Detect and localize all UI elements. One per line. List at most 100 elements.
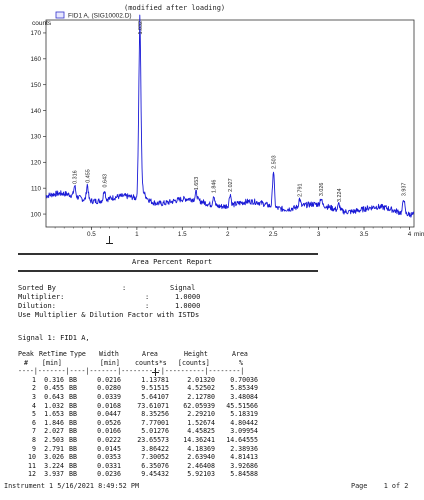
table-cell: 0.643 (44, 392, 64, 401)
y-tick-label: 160 (30, 56, 41, 63)
y-tick-label: 120 (30, 160, 41, 167)
peak-label: 3.026 (319, 183, 325, 197)
table-cell: 5.01276 (141, 427, 169, 436)
peak-label: 3.224 (337, 188, 343, 202)
table-cell: 9.45432 (141, 470, 169, 479)
table-cell: 3.86422 (141, 444, 169, 453)
table-row: 1 0.316 BB 0.0216 1.13781 2.01320 0.70036 (18, 375, 258, 385)
table-cell: 4 (32, 401, 36, 410)
table-row: 7 2.027 BB 0.0166 5.01276 4.45825 3.09954 (18, 427, 258, 436)
peak-label: 2.503 (271, 155, 277, 169)
sorted-by-label: Sorted By (18, 284, 56, 292)
table-header-row-2: # [min] [min] counts*s [counts] % (18, 358, 243, 368)
table-cell: 7.77001 (141, 418, 169, 427)
table-cell: 6.35076 (141, 461, 169, 470)
x-tick-label: 1 (135, 231, 139, 238)
table-cell: BB (69, 401, 77, 410)
x-tick-label: 1.5 (178, 231, 187, 238)
signal-line: Signal 1: FID1 A, (18, 334, 90, 342)
table-cell: BB (69, 453, 77, 462)
table-cell: 14.36241 (183, 435, 215, 444)
y-tick-label: 140 (30, 108, 41, 115)
istd-note: Use Multiplier & Dilution Factor with IS… (18, 311, 200, 319)
table-cell: BB (69, 392, 77, 401)
col-area-header: Area (142, 350, 158, 358)
peak-label: 1.846 (212, 180, 218, 194)
table-row: 12 3.937 BB 0.0236 9.45432 5.92103 5.84588 (18, 470, 258, 479)
area-percent-table: Peak RetTime Type Width Area Height Area… (18, 350, 258, 479)
text-cursor-icon (152, 368, 159, 376)
table-cell: 9.51515 (141, 384, 169, 393)
table-cell: 0.0331 (97, 461, 121, 470)
table-cell: BB (69, 427, 77, 436)
table-cell: 2.791 (44, 444, 64, 453)
table-cell: 3.026 (44, 453, 64, 462)
peak-label: 3.937 (402, 183, 408, 197)
table-row: 8 2.503 BB 0.0222 23.65573 14.36241 14.64555 (18, 436, 258, 445)
col-rettime-header: RetTime (39, 350, 67, 358)
table-cell: 4.45825 (187, 427, 215, 436)
table-cell: 0.316 (44, 375, 64, 384)
table-cell: 5.92103 (187, 470, 215, 479)
table-cell: BB (69, 461, 77, 470)
table-row: 2 0.455 BB 0.0280 9.51515 4.52502 5.85349 (18, 384, 258, 393)
table-cell: 2.46408 (187, 461, 215, 470)
table-cell: 1.846 (44, 418, 64, 427)
table-cell: 12 (28, 470, 36, 479)
peak-label: 0.455 (85, 169, 91, 183)
table-cell: 2.63940 (187, 453, 215, 462)
table-row: 5 1.653 BB 0.0447 8.35256 2.29210 5.18319 (18, 410, 258, 419)
y-tick-label: 110 (31, 185, 42, 192)
y-axis-label: counts (32, 20, 52, 27)
col-width-unit: [min] (100, 358, 120, 367)
table-cell: 0.0339 (97, 392, 121, 401)
table-cell: BB (69, 375, 77, 384)
footer-instrument: Instrument 1 5/16/2021 8:49:52 PM (4, 482, 140, 490)
table-cell: 45.51566 (226, 401, 258, 410)
col-peak-unit: # (24, 358, 28, 367)
table-cell: 4.80442 (230, 418, 258, 427)
table-cell: BB (69, 444, 77, 453)
table-cell: 4.18369 (187, 444, 215, 453)
mouse-cursor-icon (106, 236, 113, 244)
table-cell: 5.18319 (230, 410, 258, 419)
table-row: 11 3.224 BB 0.0331 6.35076 2.46408 3.92686 (18, 461, 258, 471)
table-cell: 1.52674 (187, 418, 215, 427)
y-tick-label: 150 (30, 82, 41, 89)
x-tick-label: 0.5 (87, 231, 96, 238)
table-cell: 0.0145 (97, 444, 121, 453)
table-cell: 2.027 (44, 427, 64, 436)
table-cell: 3.09954 (230, 427, 258, 436)
table-row: 10 3.026 BB 0.0353 7.30052 2.63940 4.81413 (18, 453, 258, 462)
x-tick-label: 3 (317, 231, 321, 238)
table-cell: 2 (32, 384, 36, 393)
footer-page: Page 1 of 2 (351, 482, 409, 490)
table-cell: 0.0353 (97, 453, 121, 462)
table-cell: 1 (32, 375, 36, 384)
col-areapct-unit: % (239, 358, 243, 367)
table-cell: 2.29210 (187, 410, 215, 419)
table-cell: 73.61071 (137, 401, 169, 410)
table-cell: 1.13781 (141, 375, 169, 384)
table-row: 4 1.032 BB 0.0168 73.61071 62.05939 45.51566 (18, 401, 258, 411)
table-cell: 4.81413 (230, 453, 258, 462)
table-cell: 1.032 (44, 401, 64, 410)
plot-frame (45, 19, 415, 228)
peak-label: 1.653 (194, 177, 200, 191)
table-cell: 8.35256 (141, 410, 169, 419)
table-cell: 3 (32, 392, 36, 401)
col-height-header: Height (184, 350, 208, 358)
table-cell: 0.0222 (97, 435, 121, 444)
table-cell: 0.0216 (97, 375, 121, 384)
col-height-unit: [counts] (178, 358, 210, 367)
table-cell: 23.65573 (137, 435, 169, 444)
y-tick-label: 100 (30, 211, 41, 218)
report-title: Area Percent Report (132, 258, 213, 266)
table-cell: 0.0168 (97, 401, 121, 410)
table-cell: 0.0166 (97, 427, 121, 436)
table-cell: 5 (32, 410, 36, 419)
chromatogram-chart: (modified after loading) FID1 A, (SIG100… (30, 4, 424, 238)
col-areapct-header: Area (232, 350, 248, 358)
table-cell: 11 (28, 461, 36, 470)
dilution-colon: : (145, 302, 150, 310)
